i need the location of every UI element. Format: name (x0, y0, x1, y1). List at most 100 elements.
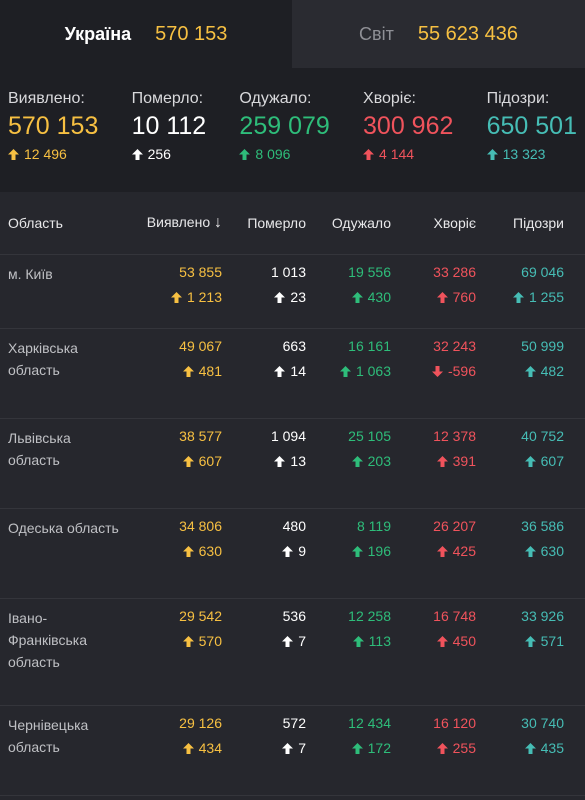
cell-died-value: 536 (282, 608, 306, 624)
cell-detected-delta: 481 (182, 362, 222, 380)
arrow-up-icon (282, 742, 294, 754)
cell-suspected-value: 33 926 (521, 608, 564, 624)
cell-recovered-delta: 196 (351, 542, 391, 560)
cell-recovered-delta: 172 (351, 739, 391, 757)
cell-recovered: 25 105 203 (306, 427, 391, 508)
table-row[interactable]: Одеська область 34 806 630 480 9 8 119 196 26 2… (0, 509, 585, 599)
table-row[interactable]: м. Київ 53 855 1 213 1 013 23 19 556 430 33 286… (0, 255, 585, 329)
cell-died: 572 7 (222, 714, 306, 795)
cell-died-delta-value: 7 (298, 633, 306, 649)
arrow-up-icon (339, 365, 351, 377)
tab-world[interactable]: Світ 55 623 436 (292, 0, 585, 68)
arrow-up-icon (282, 545, 294, 557)
cell-detected-value: 34 806 (179, 518, 222, 534)
table-row[interactable]: Івано-Франківська область 29 542 570 536 7 12… (0, 599, 585, 706)
cell-suspected-delta-value: 482 (540, 363, 564, 379)
table-row[interactable]: Львівська область 38 577 607 1 094 13 25 105 2… (0, 419, 585, 509)
cell-died-delta: 7 (282, 739, 306, 757)
header-recovered[interactable]: Одужало (331, 215, 391, 231)
stat-0: Виявлено: 570 153 12 496 (8, 90, 98, 192)
arrow-up-icon (182, 545, 194, 557)
cell-suspected: 40 752 607 (476, 427, 576, 508)
cell-sick-delta-value: 425 (452, 543, 476, 559)
header-detected[interactable]: Виявлено ↓ (130, 214, 222, 232)
header-suspected[interactable]: Підозри (513, 215, 564, 231)
stat-value: 259 079 (239, 112, 330, 140)
region-name: Чернівецька область (8, 717, 89, 755)
region-name: м. Київ (8, 266, 53, 282)
cell-suspected-delta: 435 (524, 739, 564, 757)
cell-detected-value: 38 577 (179, 428, 222, 444)
cell-detected-value: 49 067 (179, 338, 222, 354)
header-region[interactable]: Область (8, 215, 63, 231)
cell-died-delta-value: 7 (298, 740, 306, 756)
stat-label: Хворіє: (363, 90, 416, 107)
cell-recovered-delta: 113 (352, 632, 391, 650)
stat-1: Померло: 10 112 256 (131, 90, 206, 192)
arrow-up-icon (351, 742, 363, 754)
cell-sick-value: 32 243 (433, 338, 476, 354)
cell-died-value: 572 (282, 715, 306, 731)
cell-recovered-value: 25 105 (348, 428, 391, 444)
cell-recovered-delta: 203 (351, 452, 391, 470)
arrow-up-icon (182, 742, 194, 754)
cell-died-delta-value: 9 (298, 543, 306, 559)
cell-recovered-delta-value: 196 (367, 543, 391, 559)
header-sick[interactable]: Хворіє (433, 215, 476, 231)
cell-sick: 33 286 760 (391, 263, 476, 328)
arrow-up-icon (182, 365, 194, 377)
arrow-up-icon (524, 455, 536, 467)
table-body: м. Київ 53 855 1 213 1 013 23 19 556 430 33 286… (0, 255, 585, 796)
tab-ukraine[interactable]: Україна 570 153 (0, 0, 292, 68)
cell-recovered-value: 12 434 (348, 715, 391, 731)
header-died[interactable]: Померло (247, 215, 306, 231)
stat-4: Підозри: 650 501 13 323 (486, 90, 577, 192)
arrow-up-icon (239, 148, 251, 160)
tab-world-label: Світ (359, 23, 394, 44)
cell-suspected: 69 046 1 255 (476, 263, 576, 328)
stat-label: Підозри: (486, 90, 550, 107)
cell-died: 480 9 (222, 517, 306, 598)
arrow-up-icon (274, 455, 286, 467)
cell-detected-delta-value: 1 213 (186, 289, 222, 305)
arrow-up-icon (182, 455, 194, 467)
cell-suspected-value: 36 586 (521, 518, 564, 534)
cell-recovered-delta: 430 (351, 288, 391, 306)
summary-stats: Виявлено: 570 153 12 496 Померло: 10 112 256 О… (0, 68, 585, 192)
cell-died-delta-value: 14 (290, 363, 306, 379)
stat-delta: 13 323 (486, 146, 577, 162)
cell-suspected-delta: 630 (524, 542, 564, 560)
cell-sick: 26 207 425 (391, 517, 476, 598)
cell-recovered-value: 16 161 (348, 338, 391, 354)
cell-sick-value: 16 120 (433, 715, 476, 731)
cell-died-delta-value: 23 (290, 289, 306, 305)
cell-detected-value: 29 126 (179, 715, 222, 731)
cell-suspected: 50 999 482 (476, 337, 576, 418)
cell-died-value: 1 013 (270, 264, 306, 280)
cell-suspected-delta: 482 (524, 362, 564, 380)
cell-recovered: 12 434 172 (306, 714, 391, 795)
arrow-up-icon (524, 545, 536, 557)
arrow-up-icon (436, 635, 448, 647)
cell-sick-delta-value: 450 (452, 633, 476, 649)
arrow-up-icon (436, 291, 448, 303)
stat-delta-value: 12 496 (24, 146, 67, 162)
table-row[interactable]: Чернівецька область 29 126 434 572 7 12 434 17… (0, 706, 585, 796)
stat-3: Хворіє: 300 962 4 144 (363, 90, 453, 192)
cell-sick-value: 26 207 (433, 518, 476, 534)
tab-ukraine-value: 570 153 (155, 22, 228, 45)
cell-sick: 12 378 391 (391, 427, 476, 508)
cell-detected: 49 067 481 (130, 337, 222, 418)
cell-detected: 53 855 1 213 (130, 263, 222, 328)
cell-detected-delta: 570 (182, 632, 222, 650)
cell-detected-delta: 607 (182, 452, 222, 470)
table-row[interactable]: Харківська область 49 067 481 663 14 16 161 1 … (0, 329, 585, 419)
stat-delta: 8 096 (239, 146, 329, 162)
arrow-up-icon (436, 455, 448, 467)
arrow-up-icon (363, 148, 375, 160)
cell-suspected-delta-value: 435 (540, 740, 564, 756)
cell-died-delta: 9 (282, 542, 306, 560)
cell-recovered-value: 8 119 (357, 518, 391, 534)
cell-died-delta: 14 (274, 362, 306, 380)
arrow-up-icon (351, 455, 363, 467)
